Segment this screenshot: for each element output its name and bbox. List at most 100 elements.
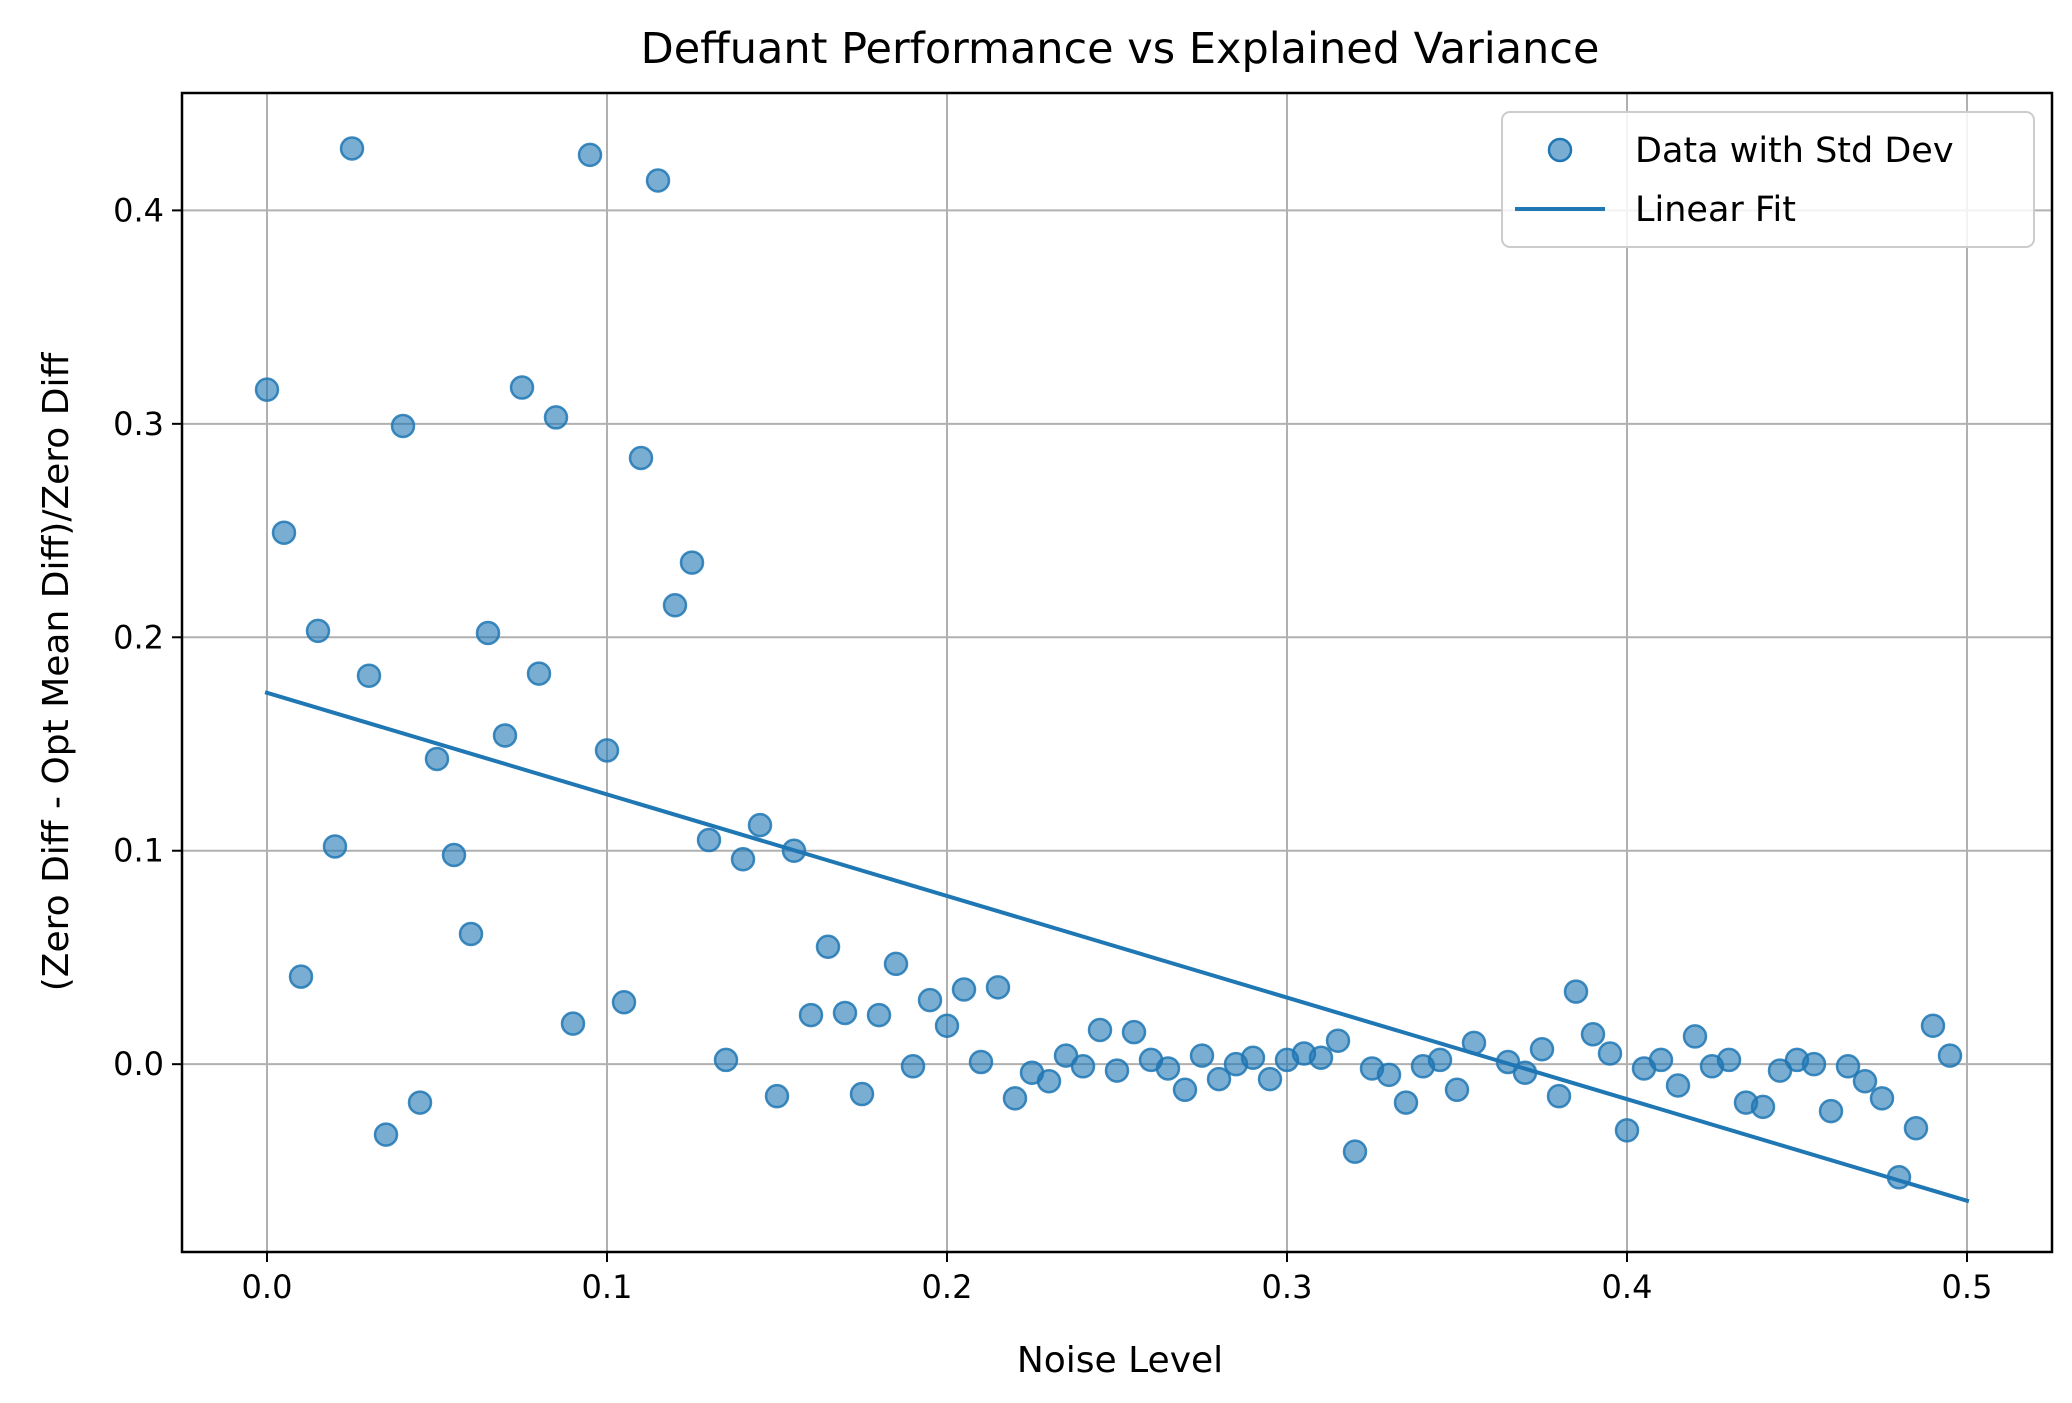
data-point [1920,1013,1946,1038]
y-tick-label: 0.1 [113,832,164,870]
legend-label-data: Data with Std Dev [1635,131,1954,171]
data-point [441,842,467,868]
fit-line-layer [264,690,1970,1204]
data-point [1087,1017,1113,1043]
y-tick-label: 0.0 [113,1045,164,1083]
x-axis-label: Noise Level [1017,1340,1223,1381]
data-point [866,1002,892,1028]
data-point [1546,1083,1572,1109]
axis-ticks: 0.0 0.1 0.2 0.3 0.4 0.5 0.0 0.1 0.2 0.3 0.4 [113,191,1992,1306]
data-point [1818,1098,1844,1124]
data-point [526,661,552,686]
data-point [1240,1045,1266,1071]
data-point [1886,1165,1912,1190]
data-point [1172,1077,1198,1103]
data-point [543,405,569,430]
data-point [781,838,807,863]
data-point [373,1122,399,1147]
data-point [1597,1041,1623,1066]
data-point [1257,1066,1283,1092]
data-point [1427,1047,1453,1073]
data-point [1665,1073,1691,1098]
data-point [1869,1086,1895,1111]
data-point [1189,1043,1215,1068]
data-point [1801,1051,1827,1077]
data-point [1325,1028,1351,1053]
data-point [475,620,501,646]
data-point [849,1081,875,1107]
data-point [1614,1118,1640,1143]
y-tick-label: 0.4 [113,191,164,229]
legend-label-fit: Linear Fit [1635,190,1796,230]
y-axis-label: (Zero Diff - Opt Mean Diff)/Zero Diff [36,352,77,992]
legend-marker-scatter [1547,137,1573,163]
data-point [339,136,365,161]
data-point [577,142,603,168]
data-point [1835,1054,1861,1079]
data-point [509,375,535,400]
data-point [424,746,450,772]
data-point [1002,1086,1028,1111]
legend: Data with Std Dev Linear Fit [1501,111,2035,248]
y-tick-label: 0.2 [113,618,164,656]
data-point [1580,1022,1606,1047]
x-tick-label: 0.0 [242,1268,293,1306]
data-point [288,964,314,989]
x-tick-label: 0.4 [1602,1268,1653,1306]
data-point [254,377,280,402]
data-points [254,136,1963,1190]
data-point [1036,1068,1062,1094]
data-point [1512,1060,1538,1085]
data-point [1155,1056,1181,1081]
data-point [985,975,1011,1000]
plot-frame [180,91,2054,1254]
data-point [883,951,909,977]
data-point [951,977,977,1002]
data-point [1682,1024,1708,1049]
data-point [764,1083,790,1109]
data-point [1393,1090,1419,1115]
data-point [1937,1043,1963,1068]
y-tick-label: 0.3 [113,405,164,443]
data-point [713,1047,739,1073]
x-tick-label: 0.3 [1262,1268,1313,1306]
data-point [271,520,297,545]
data-point [747,812,773,838]
data-point [390,413,416,439]
data-point [662,593,688,618]
data-point [1648,1047,1674,1073]
data-point [1342,1139,1368,1164]
data-point [356,663,382,688]
legend-box [1501,111,2035,248]
data-point [594,738,620,763]
data-point [798,1002,824,1028]
data-point [917,987,943,1013]
data-point [1444,1077,1470,1103]
data-point [1461,1030,1487,1056]
x-tick-label: 0.2 [922,1268,973,1306]
data-point [1206,1066,1232,1092]
x-tick-label: 0.5 [1942,1268,1993,1306]
data-point [1903,1115,1929,1141]
data-point [560,1011,586,1036]
data-point [832,1000,858,1026]
data-point [645,168,671,193]
data-point [1716,1047,1742,1073]
data-point [458,921,484,947]
data-point [1121,1019,1147,1045]
data-point [322,834,348,859]
data-point [1529,1036,1555,1062]
data-point [1308,1045,1334,1071]
data-point [696,827,722,853]
chart-title: Deffuant Performance vs Explained Varian… [641,24,1600,74]
data-point [900,1054,926,1079]
linear-fit-line [264,690,1970,1204]
data-point [1852,1068,1878,1094]
data-point [628,445,654,471]
data-point [815,934,841,960]
data-point [968,1049,994,1075]
data-point [1070,1054,1096,1079]
data-point [611,990,637,1015]
data-point [730,847,756,872]
